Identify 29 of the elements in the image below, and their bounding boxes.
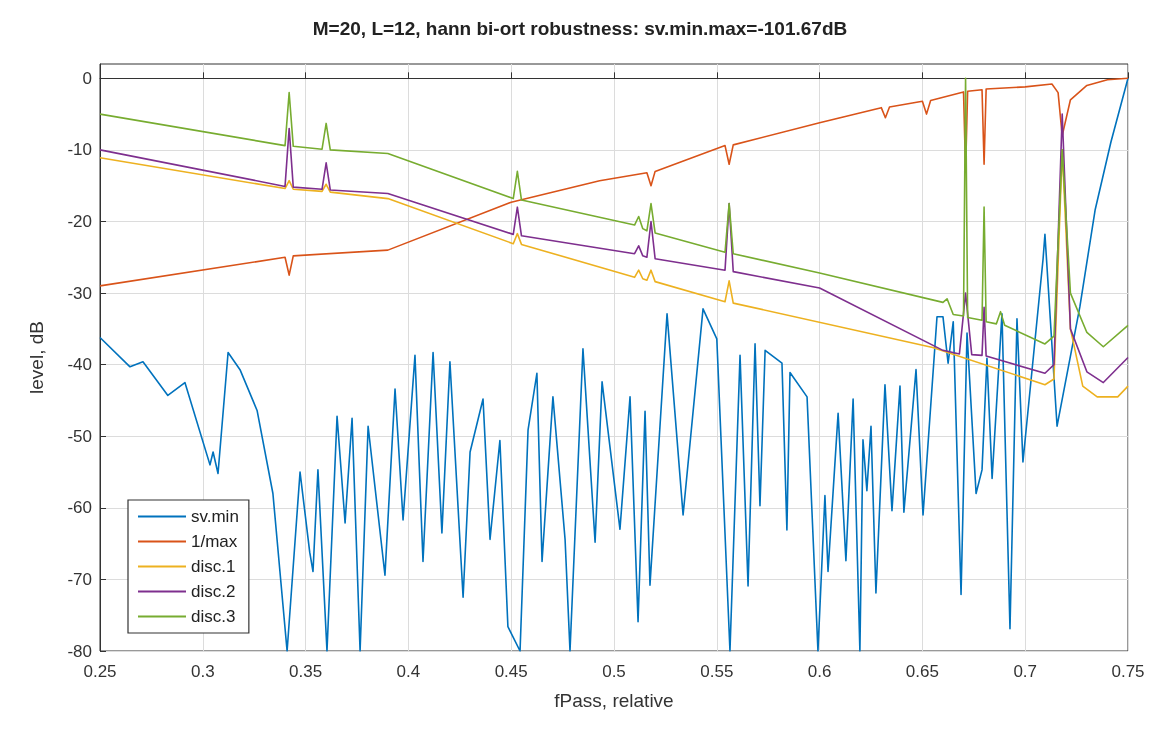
x-axis-title: fPass, relative — [554, 690, 674, 711]
y-tick-label: -70 — [67, 569, 92, 589]
legend-label: disc.1 — [191, 557, 236, 576]
x-tick-label: 0.35 — [289, 662, 323, 681]
y-axis-title: level, dB — [26, 321, 47, 394]
y-tick-label: -10 — [67, 140, 92, 160]
legend-label: disc.3 — [191, 607, 236, 626]
x-tick-label: 0.7 — [1013, 662, 1038, 681]
x-tick-label: 0.5 — [602, 662, 626, 681]
y-tick-label: -60 — [67, 498, 92, 518]
x-tick-label: 0.75 — [1111, 662, 1145, 681]
x-tick-label: 0.25 — [83, 662, 117, 681]
x-tick-label: 0.55 — [700, 662, 734, 681]
legend-label: disc.2 — [191, 582, 236, 601]
y-tick-label: -20 — [67, 211, 92, 231]
legend-label: sv.min — [191, 507, 239, 526]
y-tick-label: -30 — [67, 283, 92, 303]
y-tick-label: -80 — [67, 641, 92, 661]
y-tick-label: -50 — [67, 426, 92, 446]
chart-title: M=20, L=12, hann bi-ort robustness: sv.min.max=-101.67dB — [312, 18, 848, 39]
line-series — [99, 113, 1129, 384]
x-tick-label: 0.3 — [190, 662, 215, 681]
legend-label: 1/max — [191, 532, 238, 551]
y-tick-label: -40 — [67, 355, 92, 375]
x-tick-label: 0.4 — [396, 662, 421, 681]
y-tick-label: 0 — [82, 68, 92, 88]
x-tick-label: 0.65 — [905, 662, 939, 681]
x-tick-label: 0.6 — [807, 662, 832, 681]
x-tick-label: 0.45 — [494, 662, 528, 681]
